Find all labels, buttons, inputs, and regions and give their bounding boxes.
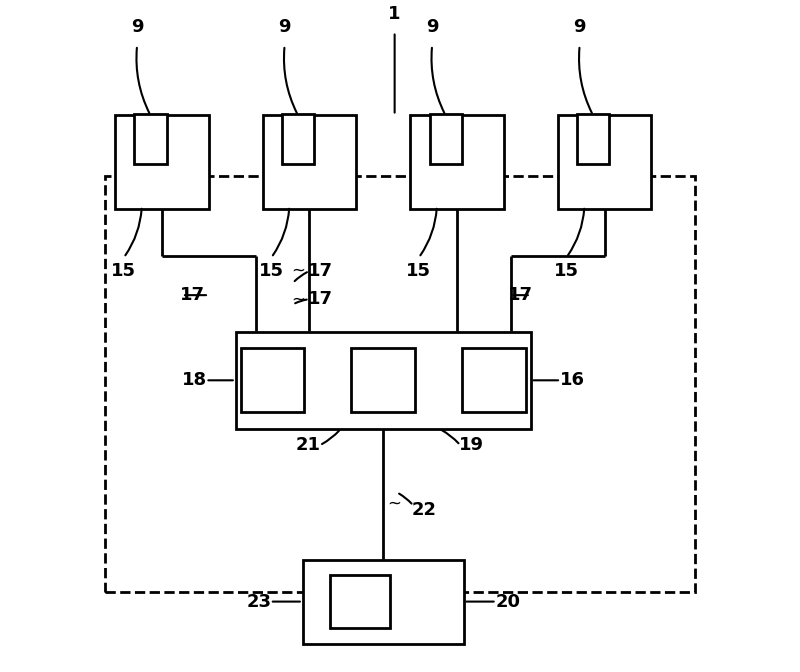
Bar bbox=[462, 349, 526, 412]
Text: 21: 21 bbox=[296, 436, 321, 454]
Text: 15: 15 bbox=[111, 261, 136, 280]
Text: 17: 17 bbox=[307, 290, 333, 308]
Bar bbox=[330, 575, 390, 628]
Bar bbox=[262, 116, 357, 209]
Bar bbox=[282, 114, 314, 164]
Text: 15: 15 bbox=[554, 261, 578, 280]
Bar bbox=[410, 116, 504, 209]
Bar bbox=[430, 114, 462, 164]
Bar bbox=[577, 114, 610, 164]
Bar bbox=[241, 349, 305, 412]
Bar bbox=[105, 176, 695, 591]
Bar bbox=[351, 349, 415, 412]
Text: 17: 17 bbox=[180, 286, 205, 304]
Text: ~: ~ bbox=[291, 262, 305, 280]
Text: 17: 17 bbox=[307, 262, 333, 280]
Bar bbox=[302, 560, 464, 644]
Bar bbox=[558, 116, 651, 209]
Text: 22: 22 bbox=[412, 501, 437, 519]
Text: ~: ~ bbox=[291, 290, 305, 308]
Text: 18: 18 bbox=[182, 372, 207, 389]
Text: 19: 19 bbox=[459, 436, 484, 454]
Text: 15: 15 bbox=[258, 261, 284, 280]
Text: 20: 20 bbox=[495, 593, 520, 611]
Bar bbox=[134, 114, 166, 164]
Text: 9: 9 bbox=[278, 18, 291, 36]
Text: 9: 9 bbox=[426, 18, 438, 36]
Text: 16: 16 bbox=[559, 372, 585, 389]
Text: 1: 1 bbox=[388, 5, 401, 23]
Text: ~: ~ bbox=[388, 494, 402, 512]
Text: 23: 23 bbox=[246, 593, 271, 611]
Bar bbox=[236, 332, 530, 429]
Text: 17: 17 bbox=[508, 286, 533, 304]
Text: 9: 9 bbox=[131, 18, 143, 36]
Text: 9: 9 bbox=[574, 18, 586, 36]
Text: 15: 15 bbox=[406, 261, 431, 280]
Bar bbox=[115, 116, 209, 209]
